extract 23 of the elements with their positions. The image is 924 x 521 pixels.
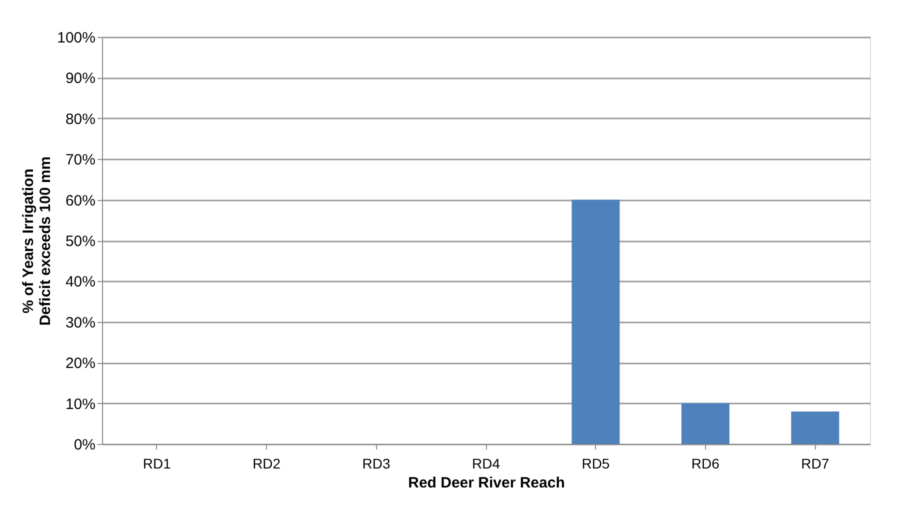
y-tick-label: 10% (65, 396, 96, 413)
y-tick-label: 80% (65, 110, 96, 128)
y-tick-label: 40% (65, 274, 96, 291)
x-tick-label: RD7 (801, 456, 830, 472)
y-tick-label: 60% (65, 192, 96, 210)
x-tick-label: RD3 (362, 456, 390, 472)
y-tick-label: 20% (65, 355, 96, 372)
y-tick-label: 30% (65, 314, 96, 332)
x-tick-label: RD1 (142, 456, 172, 472)
y-tick-label: 0% (74, 436, 96, 454)
y-tick-label: 50% (65, 233, 96, 250)
y-tick-label: 90% (65, 70, 96, 88)
x-tick-label: RD4 (472, 456, 500, 472)
x-tick-label: RD6 (691, 456, 720, 472)
x-tick-label: RD5 (582, 456, 610, 472)
y-axis-title: % of Years Irrigation Deficit exceeds 100 mm (20, 156, 54, 326)
x-tick-label: RD2 (252, 456, 281, 472)
bar (791, 411, 840, 444)
bar (681, 403, 730, 444)
bar (572, 200, 620, 444)
x-axis-title: Red Deer River Reach (408, 474, 565, 492)
y-tick-label: 70% (65, 152, 96, 169)
y-tick-label: 100% (57, 30, 96, 46)
